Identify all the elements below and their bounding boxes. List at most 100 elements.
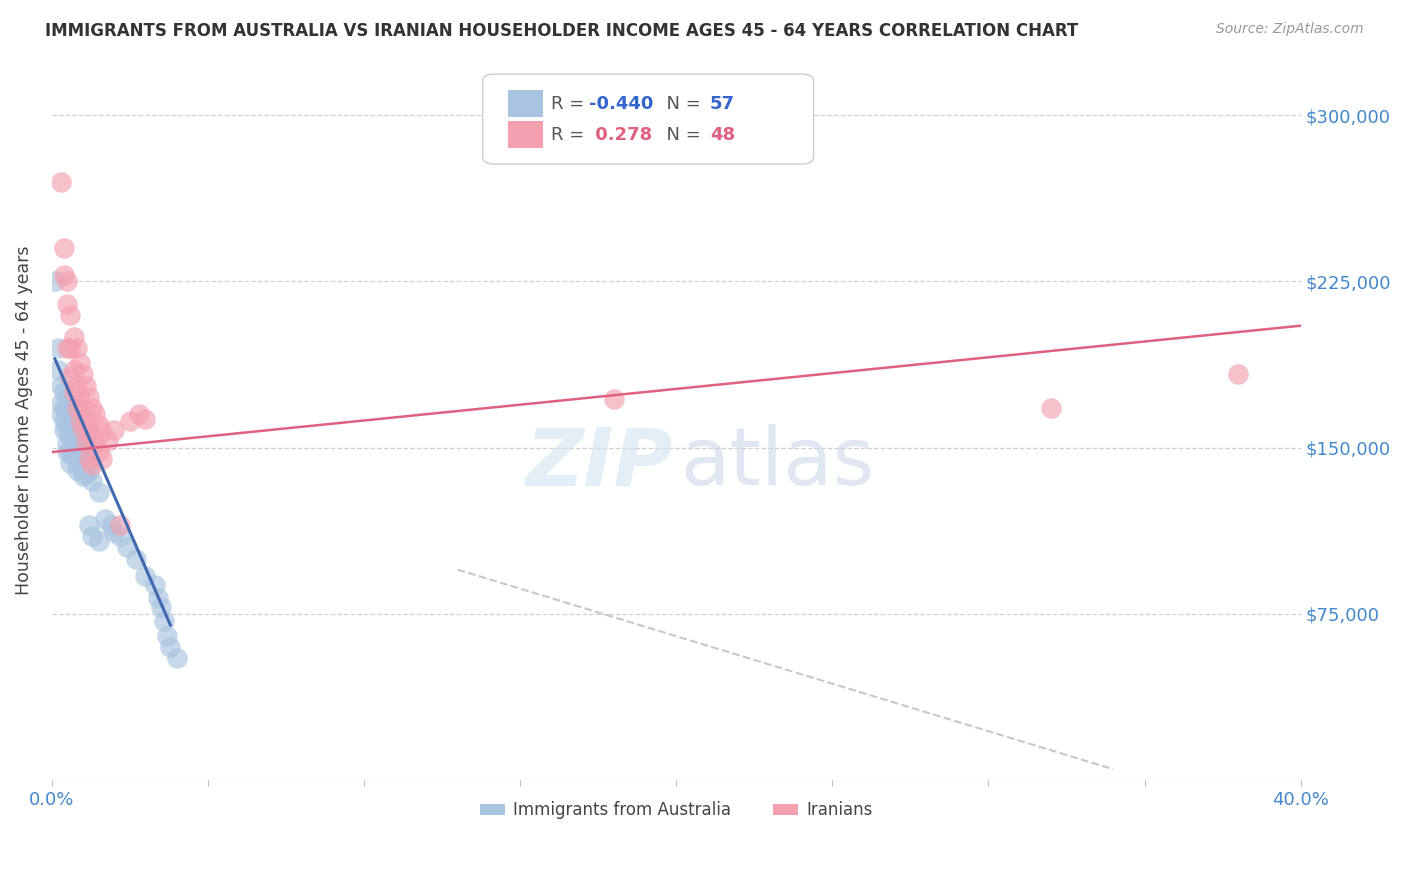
Legend: Immigrants from Australia, Iranians: Immigrants from Australia, Iranians: [474, 795, 879, 826]
Point: [66, 451, 89, 466]
Point: [69, 392, 91, 406]
Text: 0.278: 0.278: [589, 126, 652, 144]
Point: [82, 429, 104, 443]
Point: [75, 467, 97, 482]
Text: atlas: atlas: [681, 425, 875, 502]
Point: [166, 651, 188, 665]
Point: [77, 390, 100, 404]
Point: [103, 524, 125, 539]
Point: [72, 368, 94, 382]
Point: [75, 436, 97, 450]
Point: [56, 436, 79, 450]
Point: [62, 330, 84, 344]
Point: [153, 614, 176, 628]
Text: 48: 48: [710, 126, 735, 144]
Point: [53, 385, 76, 400]
Bar: [508, 90, 543, 117]
Point: [1039, 401, 1062, 415]
Point: [56, 423, 79, 437]
Point: [100, 518, 122, 533]
Point: [90, 451, 112, 466]
Point: [66, 423, 89, 437]
Point: [87, 485, 110, 500]
Point: [84, 408, 107, 422]
Text: N =: N =: [655, 95, 706, 112]
Text: 57: 57: [710, 95, 735, 112]
Point: [59, 445, 82, 459]
Y-axis label: Householder Income Ages 45 - 64 years: Householder Income Ages 45 - 64 years: [15, 245, 32, 595]
Point: [56, 408, 79, 422]
Point: [77, 451, 100, 466]
Point: [62, 423, 84, 437]
Point: [125, 551, 148, 566]
Point: [72, 401, 94, 415]
Point: [53, 268, 76, 282]
Point: [59, 414, 82, 428]
Point: [87, 533, 110, 548]
Point: [75, 451, 97, 466]
Point: [77, 463, 100, 477]
Point: [77, 423, 100, 437]
Point: [94, 511, 117, 525]
Point: [82, 401, 104, 415]
Point: [59, 369, 82, 384]
Point: [103, 423, 125, 437]
Point: [134, 412, 156, 426]
Point: [1227, 368, 1250, 382]
Point: [66, 341, 89, 355]
Point: [72, 456, 94, 470]
Point: [66, 401, 89, 415]
Point: [110, 529, 132, 543]
Point: [46, 363, 69, 377]
Point: [143, 578, 166, 592]
Point: [75, 412, 97, 426]
Point: [53, 241, 76, 255]
Point: [59, 429, 82, 443]
Point: [69, 429, 91, 443]
Point: [66, 378, 89, 392]
Point: [118, 414, 141, 428]
Point: [62, 436, 84, 450]
Point: [69, 458, 91, 473]
Point: [59, 308, 82, 322]
Point: [49, 408, 72, 422]
Point: [69, 445, 91, 459]
Point: [62, 363, 84, 377]
Point: [59, 456, 82, 470]
Point: [72, 469, 94, 483]
Point: [62, 450, 84, 464]
Point: [56, 445, 79, 459]
Point: [75, 378, 97, 392]
Point: [59, 401, 82, 415]
Point: [84, 436, 107, 450]
Point: [82, 474, 104, 488]
Text: R =: R =: [551, 95, 591, 112]
Point: [87, 418, 110, 433]
Point: [53, 414, 76, 428]
Point: [49, 175, 72, 189]
Point: [46, 341, 69, 355]
Point: [66, 463, 89, 477]
Bar: [508, 120, 543, 148]
Point: [56, 274, 79, 288]
FancyBboxPatch shape: [482, 74, 814, 164]
Point: [62, 412, 84, 426]
Text: IMMIGRANTS FROM AUSTRALIA VS IRANIAN HOUSEHOLDER INCOME AGES 45 - 64 YEARS CORRE: IMMIGRANTS FROM AUSTRALIA VS IRANIAN HOU…: [45, 22, 1078, 40]
Point: [72, 441, 94, 455]
Point: [156, 629, 179, 643]
Point: [62, 385, 84, 400]
Point: [128, 408, 150, 422]
Point: [603, 392, 626, 406]
Text: -0.440: -0.440: [589, 95, 654, 112]
Point: [90, 425, 112, 439]
Point: [56, 341, 79, 355]
Point: [146, 591, 169, 606]
Text: N =: N =: [655, 126, 706, 144]
Point: [72, 423, 94, 437]
Point: [159, 640, 181, 655]
Point: [110, 518, 132, 533]
Point: [134, 569, 156, 583]
Point: [77, 518, 100, 533]
Point: [97, 434, 120, 448]
Point: [44, 274, 66, 288]
